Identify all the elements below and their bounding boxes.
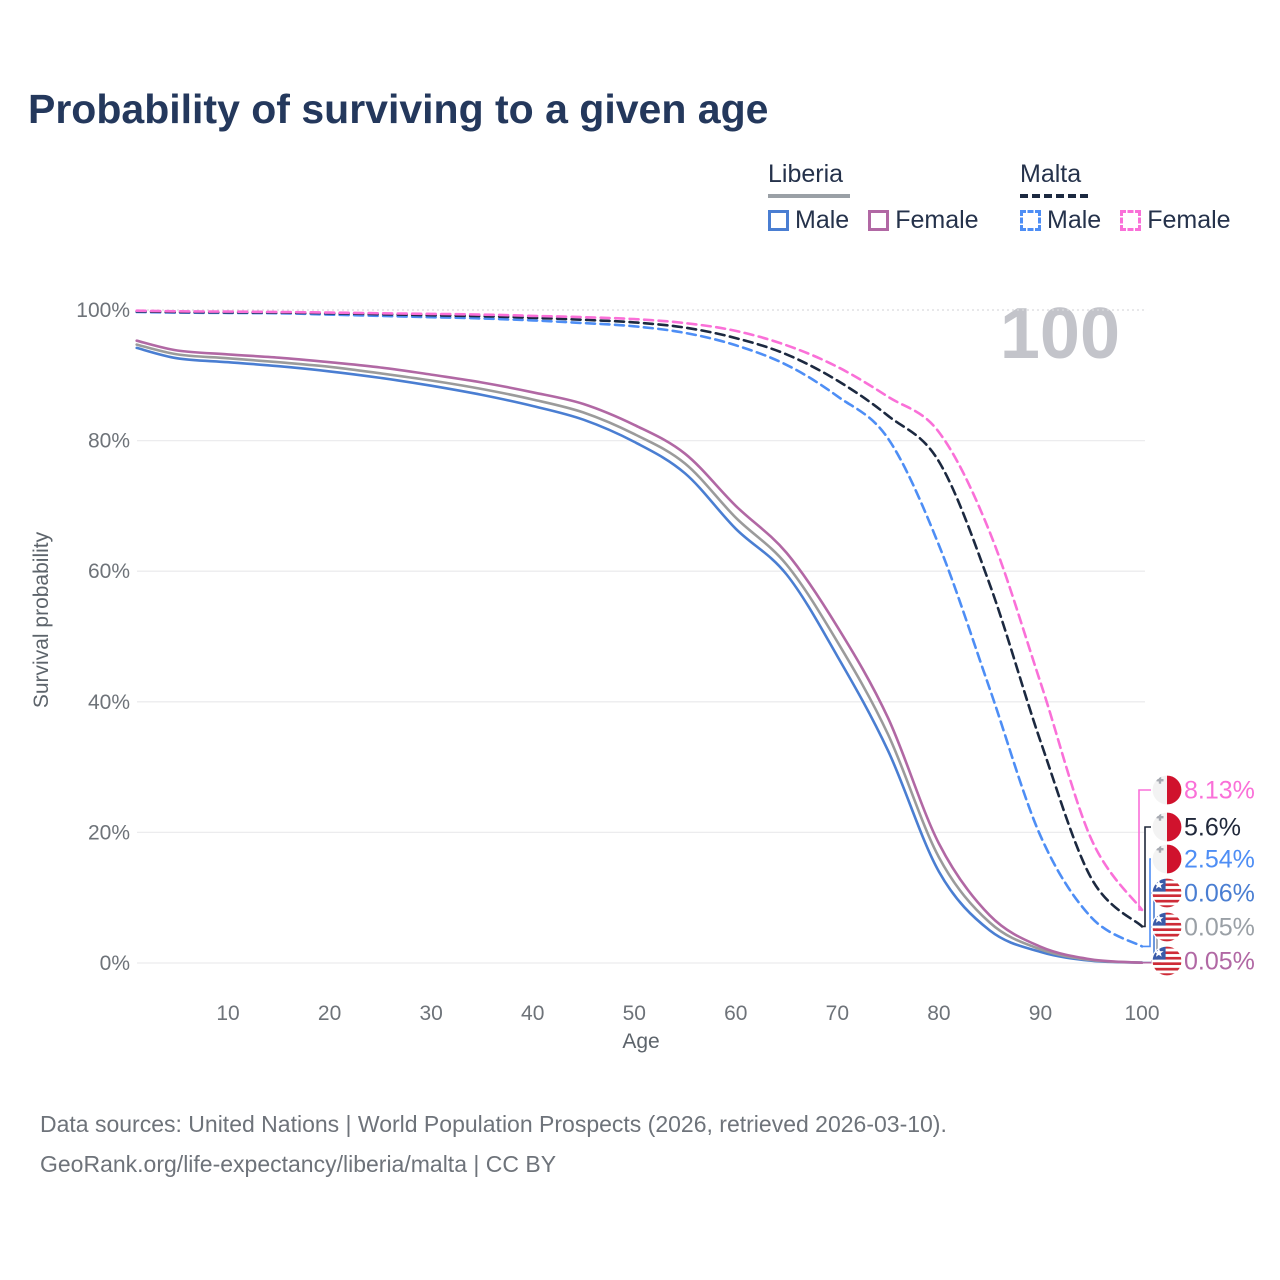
- malta-flag-icon: [1152, 812, 1182, 842]
- legend-line-sample-malta: [1020, 194, 1088, 198]
- legend-label-liberia-male: Male: [795, 206, 850, 234]
- y-tick-label: 20%: [88, 821, 130, 844]
- malta-flag-icon: [1152, 775, 1182, 805]
- data-sources-text: Data sources: United Nations | World Pop…: [40, 1111, 947, 1137]
- malta-flag-ring: [1151, 811, 1183, 843]
- y-tick-label: 0%: [100, 952, 130, 975]
- end-value-label: 0.05%: [1184, 948, 1255, 976]
- legend-item-liberia-male[interactable]: Male: [768, 206, 849, 235]
- legend-item-malta-female[interactable]: Female: [1120, 206, 1231, 235]
- series-line-liberia-male: [135, 346, 1144, 964]
- x-tick-label: 50: [623, 1002, 646, 1025]
- end-value-label: 5.6%: [1184, 814, 1241, 842]
- y-tick-label: 40%: [88, 691, 130, 714]
- legend-group-title-malta: Malta: [1020, 160, 1082, 188]
- x-tick-label: 10: [216, 1002, 239, 1025]
- x-tick-label: 60: [724, 1002, 747, 1025]
- series-line-malta-both-sexes: [135, 310, 1144, 928]
- malta-flag-ring: [1151, 843, 1183, 875]
- legend-group-malta: Malta Male Female: [1020, 160, 1231, 235]
- y-axis-title: Survival probability: [30, 531, 53, 708]
- legend-item-liberia-female[interactable]: Female: [868, 206, 979, 235]
- legend-group-title-liberia: Liberia: [768, 160, 844, 188]
- legend-swatch-liberia-female: [868, 210, 890, 231]
- attribution-text: GeoRank.org/life-expectancy/liberia/malt…: [40, 1151, 557, 1177]
- liberia-flag-ring: [1151, 945, 1183, 977]
- chart-footer: Data sources: United Nations | World Pop…: [40, 1104, 947, 1184]
- x-tick-label: 90: [1029, 1002, 1052, 1025]
- malta-flag-ring: [1151, 774, 1183, 806]
- end-value-label: 0.05%: [1184, 914, 1255, 942]
- legend-item-malta-male[interactable]: Male: [1020, 206, 1101, 235]
- malta-flag-icon: [1152, 844, 1182, 874]
- end-value-label: 2.54%: [1184, 846, 1255, 874]
- liberia-flag-icon: [1152, 878, 1182, 908]
- x-tick-label: 70: [826, 1002, 849, 1025]
- legend-label-liberia-female: Female: [895, 206, 979, 234]
- x-tick-label: 20: [318, 1002, 341, 1025]
- legend-label-malta-female: Female: [1147, 206, 1231, 234]
- series-line-malta-female: [135, 309, 1144, 912]
- series-line-liberia-both-sexes: [135, 343, 1144, 964]
- end-value-label: 8.13%: [1184, 777, 1255, 805]
- legend-swatch-liberia-male: [768, 210, 789, 231]
- series-line-liberia-female: [135, 339, 1144, 964]
- legend-swatch-malta-female: [1120, 210, 1142, 231]
- end-label-connector: [1142, 858, 1151, 948]
- end-label-connector: [1142, 826, 1151, 928]
- series-line-malta-male: [135, 310, 1144, 948]
- legend-line-sample-liberia: [768, 194, 850, 198]
- x-tick-label: 30: [419, 1002, 442, 1025]
- x-axis-title: Age: [622, 1030, 659, 1053]
- y-tick-label: 100%: [76, 299, 130, 322]
- y-tick-label: 80%: [88, 430, 130, 453]
- legend-group-liberia: Liberia Male Female: [768, 160, 979, 235]
- end-value-label: 0.06%: [1184, 880, 1255, 908]
- age-counter-watermark: 100: [1000, 294, 1120, 374]
- x-tick-label: 80: [927, 1002, 950, 1025]
- end-label-connector: [1138, 789, 1151, 911]
- x-tick-label: 100: [1124, 1002, 1159, 1025]
- x-tick-label: 40: [521, 1002, 544, 1025]
- y-tick-label: 60%: [88, 560, 130, 583]
- page-title: Probability of surviving to a given age: [28, 86, 769, 132]
- liberia-flag-ring: [1151, 877, 1183, 909]
- legend-swatch-malta-male: [1020, 210, 1041, 231]
- legend-label-malta-male: Male: [1047, 206, 1102, 234]
- liberia-flag-ring: [1151, 911, 1183, 943]
- survival-probability-chart: 100 0% 20% 40% 60% 80% 100% 10 20 30 40 50 60 70 80 90 1…: [30, 294, 1255, 1053]
